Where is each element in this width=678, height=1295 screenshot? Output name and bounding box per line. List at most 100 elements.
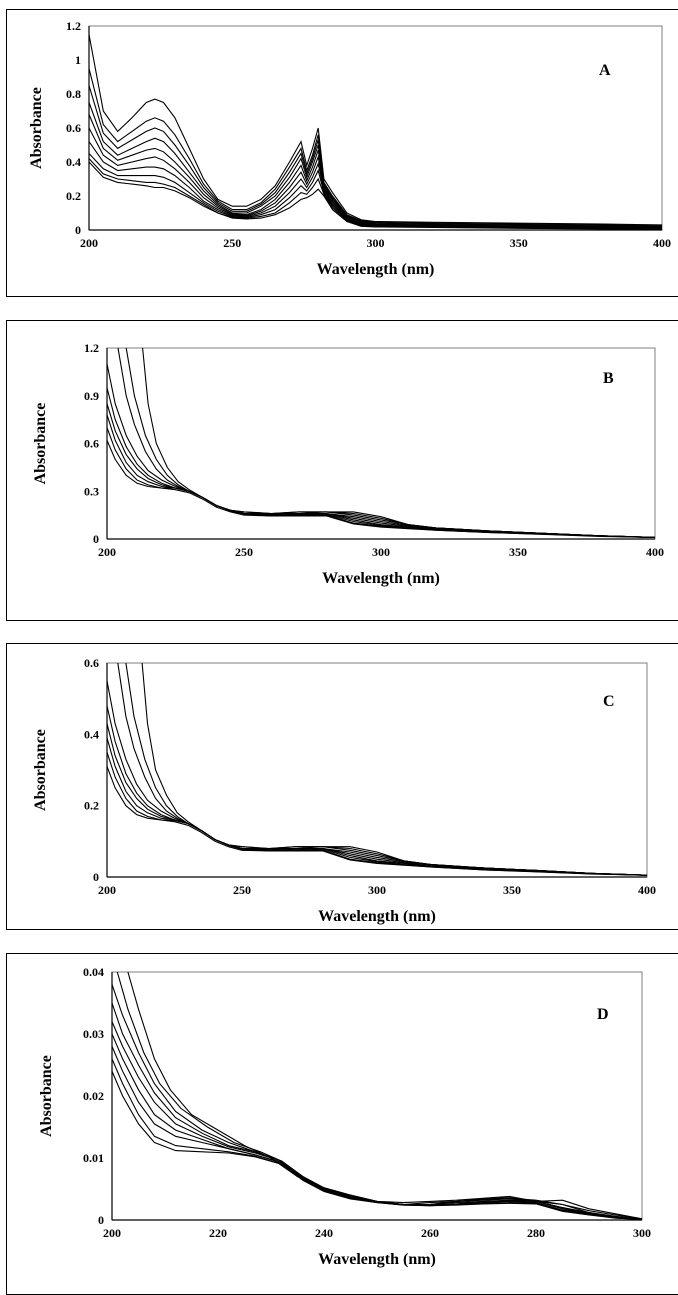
chart-svg-d: 200 220 240 260 280 300 0 0.01 0.02 0.03 0.04 Wavel… (38, 965, 651, 1268)
series-line-8 (107, 427, 655, 538)
x-tick-label: 400 (653, 236, 671, 250)
panel-label-d: D (597, 1006, 609, 1023)
x-tick-label: 200 (103, 1226, 121, 1240)
series-line-3 (117, 347, 655, 538)
series-line-7 (107, 737, 647, 876)
series-line-9 (112, 1070, 642, 1220)
series-line-2 (125, 347, 655, 538)
x-tick-label: 260 (421, 1226, 439, 1240)
y-tick-label: 1 (75, 53, 81, 67)
x-tick-label: 350 (509, 545, 527, 559)
series-line-6 (112, 1033, 642, 1220)
chart-svg-c: 200 250 300 350 400 0 0.2 0.4 0.6 Wavelength (nm)… (32, 656, 656, 925)
x-tick-label: 280 (527, 1226, 545, 1240)
chart-panel-c: 200 250 300 350 400 0 0.2 0.4 0.6 Wavelength (nm)… (6, 643, 678, 930)
series-line-1 (89, 34, 662, 226)
x-tick-label: 200 (80, 236, 98, 250)
plot-frame-b (106, 347, 656, 540)
y-tick-label: 0.3 (84, 484, 99, 498)
series-line-1 (141, 662, 647, 876)
y-tick-label: 0.6 (84, 656, 99, 670)
y-tick-label: 0.4 (84, 727, 99, 741)
chart-panel-d: 200 220 240 260 280 300 0 0.01 0.02 0.03 0.04 Wavel… (6, 953, 678, 1295)
y-axis-label: Absorbance (32, 403, 49, 485)
x-tick-label: 300 (633, 1226, 651, 1240)
series-line-7 (112, 1046, 642, 1220)
series-line-4 (107, 680, 647, 876)
x-tick-label: 220 (209, 1226, 227, 1240)
x-tick-label: 250 (233, 883, 251, 897)
y-tick-label: 0 (93, 532, 99, 546)
x-tick-label: 200 (98, 545, 116, 559)
y-tick-label: 0 (75, 223, 81, 237)
x-axis-label: Wavelength (nm) (318, 1251, 436, 1268)
x-axis-label: Wavelength (nm) (318, 908, 436, 925)
series-line-5 (107, 705, 647, 876)
y-tick-label: 1.2 (84, 341, 99, 355)
panel-label-b: B (603, 370, 614, 387)
x-axis-label: Wavelength (nm) (317, 261, 435, 278)
series-line-2 (125, 662, 647, 876)
series-line-2 (116, 971, 642, 1220)
x-tick-label: 300 (372, 545, 390, 559)
series-line-3 (117, 662, 647, 876)
x-axis-label: Wavelength (nm) (322, 570, 440, 587)
series-line-3 (112, 984, 642, 1220)
y-axis-label: Absorbance (28, 87, 45, 169)
series-line-3 (89, 85, 662, 228)
series-line-8 (107, 752, 647, 876)
panel-label-a: A (599, 62, 611, 79)
y-tick-label: 1.2 (66, 19, 81, 33)
plot-frame-c (106, 662, 648, 878)
y-tick-label: 0.01 (83, 1151, 104, 1165)
x-tick-label: 250 (223, 236, 241, 250)
series-line-4 (112, 1002, 642, 1220)
series-line-7 (89, 141, 662, 229)
series-line-9 (107, 766, 647, 876)
chart-panel-a: 200 250 300 350 400 0 0.2 0.4 0.6 0.8 1 1.2 Waveleng… (6, 9, 678, 297)
y-tick-label: 0.02 (83, 1089, 104, 1103)
x-tick-label: 240 (315, 1226, 333, 1240)
y-tick-label: 0.8 (66, 87, 81, 101)
y-axis-label: Absorbance (32, 729, 49, 811)
y-tick-label: 0.2 (84, 799, 99, 813)
plot-frame-d (111, 971, 643, 1221)
x-tick-label: 300 (367, 236, 385, 250)
chart-svg-a: 200 250 300 350 400 0 0.2 0.4 0.6 0.8 1 1.2 Waveleng… (28, 19, 671, 278)
x-tick-label: 200 (98, 883, 116, 897)
series-line-2 (89, 68, 662, 227)
panel-label-c: C (603, 693, 615, 710)
y-tick-label: 0.9 (84, 389, 99, 403)
series-line-5 (89, 114, 662, 228)
y-tick-label: 0.6 (84, 437, 99, 451)
x-tick-label: 350 (510, 236, 528, 250)
y-tick-label: 0.4 (66, 155, 81, 169)
x-tick-label: 300 (368, 883, 386, 897)
series-line-6 (89, 127, 662, 229)
series-line-8 (112, 1058, 642, 1220)
series-line-10 (89, 161, 662, 230)
y-axis-label: Absorbance (38, 1055, 55, 1137)
y-tick-label: 0 (98, 1213, 104, 1227)
y-tick-label: 0.6 (66, 121, 81, 135)
plot-frame-a (88, 25, 663, 231)
y-tick-label: 0.04 (83, 965, 104, 979)
series-line-6 (107, 403, 655, 538)
x-tick-label: 350 (503, 883, 521, 897)
y-tick-label: 0.03 (83, 1027, 104, 1041)
series-line-5 (107, 387, 655, 538)
series-line-4 (107, 363, 655, 538)
y-tick-label: 0 (93, 870, 99, 884)
series-line-1 (142, 347, 655, 538)
x-tick-label: 400 (638, 883, 656, 897)
series-line-4 (89, 102, 662, 228)
chart-svg-b: 200 250 300 350 400 0 0.3 0.6 0.9 1.2 Wavelength (… (32, 341, 664, 587)
x-tick-label: 250 (235, 545, 253, 559)
series-line-9 (107, 440, 655, 538)
series-line-5 (112, 1021, 642, 1220)
x-tick-label: 400 (646, 545, 664, 559)
y-tick-label: 0.2 (66, 189, 81, 203)
series-line-7 (107, 414, 655, 538)
series-line-1 (127, 971, 642, 1220)
chart-panel-b: 200 250 300 350 400 0 0.3 0.6 0.9 1.2 Wavelength (… (6, 320, 678, 621)
